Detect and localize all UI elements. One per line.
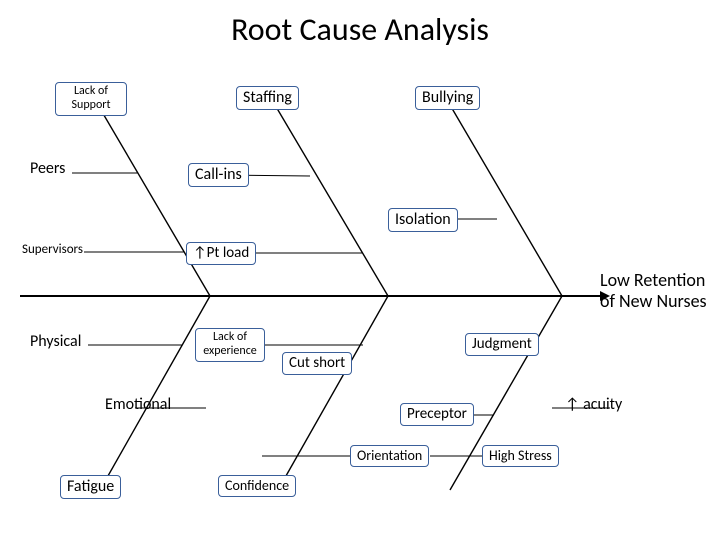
- node-isolation: Isolation: [388, 208, 458, 232]
- node-lack-of-support: Lack of Support: [55, 82, 127, 116]
- node-preceptor: Preceptor: [400, 403, 474, 426]
- node-bullying: Bullying: [415, 86, 480, 110]
- node-physical: Physical: [30, 333, 81, 351]
- node-fatigue: Fatigue: [60, 475, 121, 499]
- node-staffing: Staffing: [236, 86, 299, 110]
- node-acuity: ↑ acuity: [565, 396, 622, 414]
- node-cut-short: Cut short: [282, 352, 352, 375]
- effect-label: Low Retention of New Nurses: [600, 270, 720, 311]
- node-high-stress: High Stress: [482, 445, 559, 467]
- node-call-ins: Call-ins: [188, 163, 249, 187]
- node-pt-load: ↑Pt load: [186, 242, 256, 265]
- node-judgment: Judgment: [465, 333, 539, 356]
- node-orientation: Orientation: [350, 445, 429, 467]
- node-confidence: Confidence: [218, 475, 296, 497]
- node-supervisors: Supervisors: [22, 243, 83, 258]
- node-peers: Peers: [30, 160, 65, 178]
- node-lack-experience: Lack of experience: [195, 328, 265, 362]
- node-emotional: Emotional: [105, 396, 171, 414]
